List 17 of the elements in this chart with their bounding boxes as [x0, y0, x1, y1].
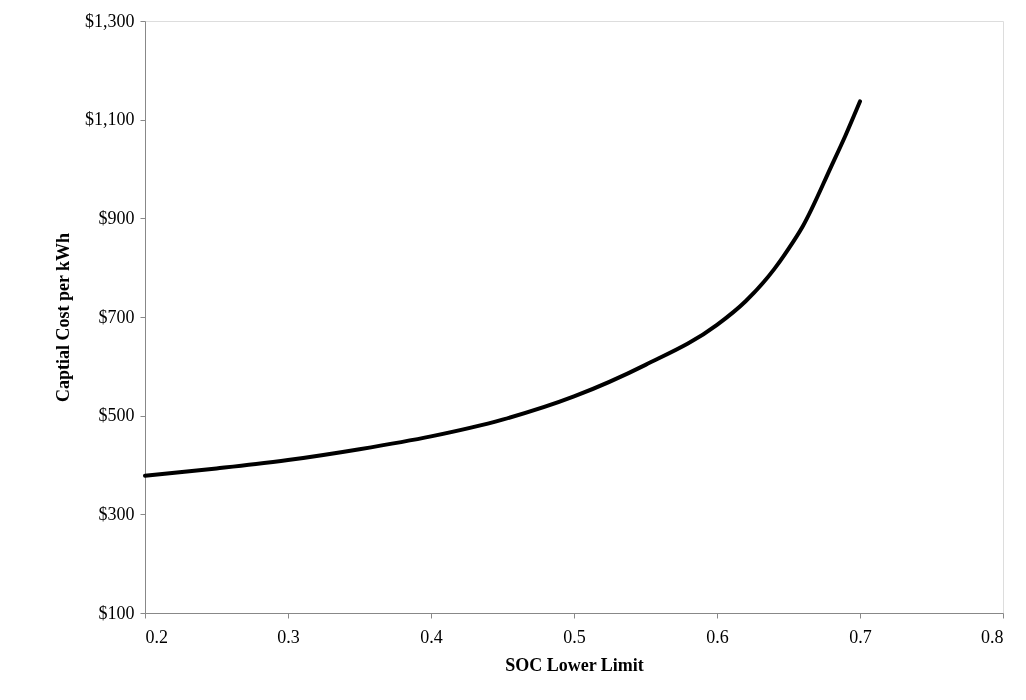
y-axis-title: Captial Cost per kWh — [53, 232, 73, 403]
x-tick-label: 0.8 — [981, 626, 1004, 647]
y-tick-label: $300 — [98, 503, 135, 524]
line-series — [143, 99, 862, 478]
y-tick-label: $100 — [98, 602, 135, 623]
x-tick-label: 0.4 — [420, 626, 443, 647]
x-tick-label: 0.2 — [145, 626, 168, 647]
x-tick-label: 0.7 — [849, 626, 872, 647]
x-tick-label: 0.6 — [706, 626, 729, 647]
y-tick-label: $500 — [98, 405, 135, 426]
y-tick-label: $900 — [98, 207, 135, 228]
x-tick-label: 0.5 — [563, 626, 586, 647]
y-tick-label: $700 — [98, 306, 135, 327]
y-tick-label: $1,300 — [85, 10, 135, 31]
x-tick-label: 0.3 — [277, 626, 300, 647]
y-tick-label: $1,100 — [85, 109, 135, 130]
x-axis-title: SOC Lower Limit — [505, 654, 644, 675]
